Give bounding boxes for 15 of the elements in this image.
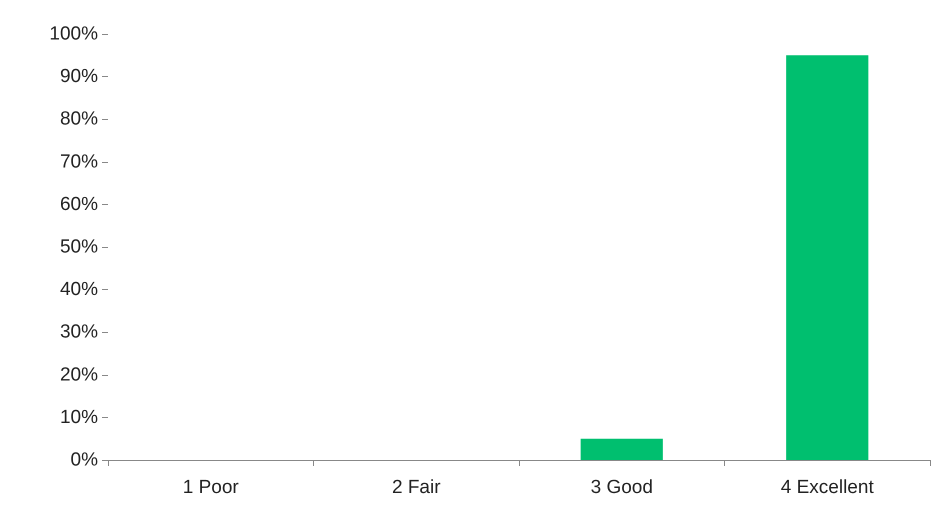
y-tick-label: 50% [60,236,98,258]
y-tick-label: 20% [60,364,98,386]
y-tick-label: 80% [60,108,98,130]
y-tick-label: 100% [49,24,98,44]
x-tick-label: 2 Fair [392,477,442,498]
x-tick-label: 4 Excellent [780,477,874,498]
y-tick-label: 10% [60,406,98,428]
x-tick-label: 3 Good [590,477,653,498]
y-tick-label: 60% [60,194,98,215]
y-tick-label: 0% [70,450,98,470]
y-tick-label: 70% [60,151,98,172]
y-tick-label: 30% [60,322,98,343]
y-tick-label: 90% [60,66,98,88]
x-tick-label: 1 Poor [182,477,240,498]
y-tick-label: 40% [60,279,98,300]
